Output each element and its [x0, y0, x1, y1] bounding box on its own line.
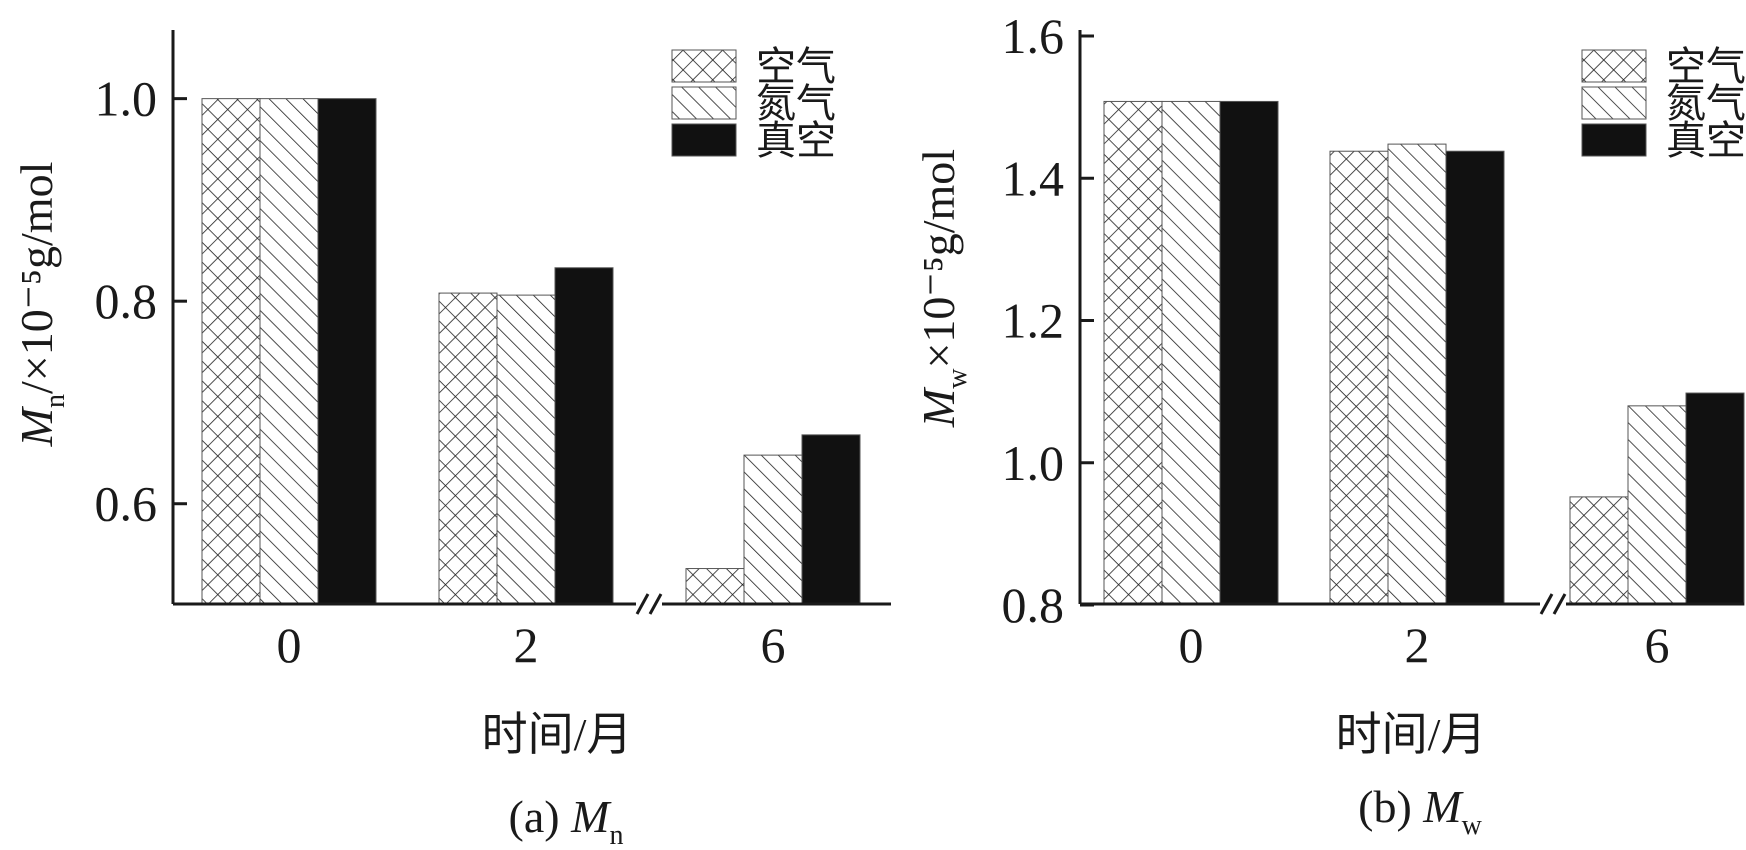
panel-a-y-axis-title: Mn/×10⁻⁵g/mol: [11, 162, 71, 448]
panel-b-y-tick-label: 1.4: [1002, 150, 1065, 206]
panel-a-bar-氮气-0: [259, 98, 319, 606]
panel-a-legend-swatch: [671, 86, 737, 120]
panel-a-y-ticks: 0.6 0.8 1.0: [95, 71, 187, 532]
panel-b-x-ticks: 0 2 6: [1179, 617, 1670, 673]
panel-a-y-tick-label: 0.6: [95, 476, 158, 532]
panel-a-bars: [201, 98, 861, 606]
panel-a-bar-真空-6: [801, 434, 861, 606]
panel-a-x-tick-label: 2: [514, 617, 539, 673]
panel-a-caption-label: (a): [509, 791, 560, 842]
panel-a-caption: (a) Mn: [509, 791, 624, 850]
panel-a-caption-symbol: M: [570, 791, 612, 842]
panel-a-bar-空气-0: [201, 98, 261, 606]
panel-b-bar-真空-0: [1219, 100, 1279, 606]
panel-a-y-title-sub: n: [40, 394, 71, 408]
panel-b-axis-break: [1539, 590, 1567, 618]
panel-a-x-ticks: 0 2 6: [277, 617, 786, 673]
panel-b-bar-空气-0: [1103, 100, 1163, 606]
panel-a-y-title-symbol: M: [11, 405, 62, 447]
panel-a-axis-break: [635, 590, 663, 618]
panel-a-x-tick-label: 0: [277, 617, 302, 673]
panel-a-y-tick-label: 1.0: [95, 71, 158, 127]
panel-a-y-tick-label: 0.8: [95, 273, 158, 329]
panel-b-bar-真空-6: [1685, 392, 1745, 606]
panel-b-bar-真空-2: [1445, 150, 1505, 606]
panel-b-caption-label: (b): [1358, 781, 1412, 832]
panel-b-legend-label: 空气: [1666, 44, 1746, 89]
panel-b-x-tick-label: 6: [1645, 617, 1670, 673]
panel-a-y-title-rest: /×10⁻⁵g/mol: [11, 162, 62, 394]
panel-b-y-tick-label: 1.2: [1002, 293, 1065, 349]
panel-a-legend-label: 氮气: [756, 81, 836, 126]
panel-a-bar-氮气-2: [496, 294, 556, 606]
panel-b-bar-氮气-2: [1387, 143, 1447, 606]
panel-b-y-axis-title: Mw×10⁻⁵g/mol: [913, 149, 973, 428]
panel-b-y-title-sub: w: [942, 368, 973, 389]
panel-a-bar-空气-6: [685, 568, 745, 606]
panel-b-bar-空气-6: [1569, 496, 1629, 606]
panel-a-bar-空气-2: [438, 292, 498, 606]
panel-b-bar-空气-2: [1329, 150, 1389, 606]
panel-b-legend-swatch: [1581, 86, 1647, 120]
panel-a-legend-swatch: [671, 123, 737, 157]
panel-a-x-tick-label: 6: [761, 617, 786, 673]
panel-a-bar-真空-2: [554, 267, 614, 606]
panel-b-x-tick-label: 2: [1405, 617, 1430, 673]
panel-b-y-title-rest: ×10⁻⁵g/mol: [913, 149, 964, 369]
panel-b-bar-氮气-6: [1627, 405, 1687, 606]
panel-b-bars: [1103, 100, 1745, 606]
panel-b-y-tick-label: 1.6: [1002, 8, 1065, 64]
panel-b-x-axis-title: 时间/月: [1336, 709, 1487, 760]
panel-a-bar-真空-0: [317, 98, 377, 606]
panel-b-y-ticks: 0.8 1.0 1.2 1.4 1.6: [1002, 8, 1094, 633]
panel-b-caption: (b) Mw: [1358, 781, 1482, 841]
panel-b-bar-氮气-0: [1161, 100, 1221, 606]
panel-a-legend-swatch: [671, 49, 737, 83]
panel-b-legend-swatch: [1581, 49, 1647, 83]
panel-b-y-tick-label: 0.8: [1002, 577, 1065, 633]
svg-text:Mn/×10⁻⁵g/mol: Mn/×10⁻⁵g/mol: [11, 162, 71, 448]
panel-a-bar-氮气-6: [743, 454, 803, 606]
panel-b-legend-swatch: [1581, 123, 1647, 157]
panel-a-legend-label: 空气: [756, 44, 836, 89]
panel-b-legend-label: 氮气: [1666, 81, 1746, 126]
panel-b-y-tick-label: 1.0: [1002, 435, 1065, 491]
panel-b-caption-symbol: M: [1422, 781, 1464, 832]
panel-a-x-axis-title: 时间/月: [482, 709, 633, 760]
panel-b-x-tick-label: 0: [1179, 617, 1204, 673]
panel-b-legend-label: 真空: [1666, 118, 1746, 163]
svg-text:Mw×10⁻⁵g/mol: Mw×10⁻⁵g/mol: [913, 149, 973, 428]
panel-a-caption-sub: n: [609, 820, 623, 850]
panel-a-legend-label: 真空: [756, 118, 836, 163]
panel-b-caption-sub: w: [1462, 810, 1483, 841]
panel-b-y-title-symbol: M: [913, 386, 964, 428]
